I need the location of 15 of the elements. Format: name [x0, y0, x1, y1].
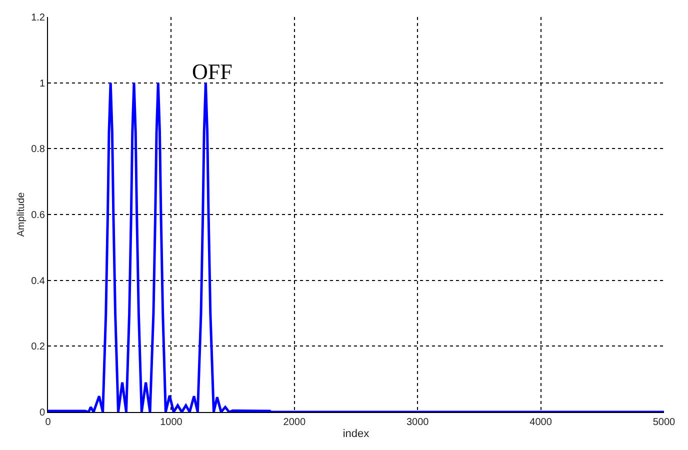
- x-axis-title: index: [342, 428, 370, 440]
- y-tick-label: 0.4: [31, 276, 46, 287]
- x-tick-label: 5000: [652, 417, 676, 428]
- x-tick-label: 2000: [283, 417, 306, 428]
- x-tick-label: 3000: [406, 417, 430, 428]
- y-tick-label: 0.8: [31, 144, 46, 156]
- y-axis-title: Amplitude: [16, 192, 28, 237]
- y-tick-label: 1: [39, 78, 46, 90]
- x-tick-label: 1000: [160, 417, 183, 428]
- x-tick-label: 4000: [530, 417, 552, 428]
- y-tick-label: 1.2: [31, 12, 46, 24]
- y-tick-label: 0.2: [31, 342, 46, 353]
- y-tick-label: 0.6: [31, 210, 46, 221]
- y-tick-label: 0: [39, 408, 46, 418]
- annotation: OFF: [192, 59, 232, 84]
